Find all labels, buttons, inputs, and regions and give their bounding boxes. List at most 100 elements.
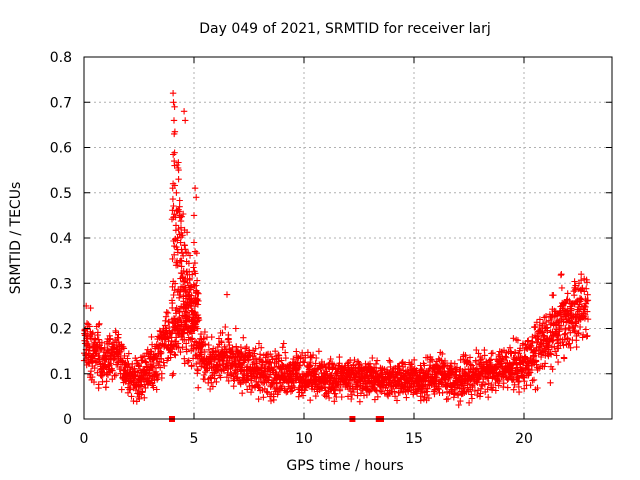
- data-point: [496, 377, 503, 385]
- data-point: [583, 333, 590, 340]
- data-point: [391, 393, 399, 400]
- data-point: [510, 386, 517, 393]
- data-point: [86, 359, 93, 366]
- data-point: [558, 284, 566, 292]
- data-point: [475, 350, 482, 357]
- data-point: [184, 358, 192, 366]
- data-point: [564, 290, 571, 297]
- data-point: [510, 371, 517, 378]
- data-point: [527, 382, 534, 389]
- data-point: [87, 304, 94, 312]
- data-point: [174, 207, 181, 215]
- data-point: [530, 376, 538, 384]
- data-point: [90, 378, 98, 386]
- data-point: [176, 212, 183, 219]
- data-point: [198, 363, 205, 370]
- data-point: [514, 337, 522, 344]
- data-point: [584, 297, 592, 304]
- data-point: [307, 397, 314, 404]
- data-point: [475, 374, 482, 382]
- data-point: [521, 378, 528, 385]
- data-point: [476, 393, 484, 400]
- data-point: [88, 331, 95, 338]
- data-point: [297, 353, 304, 361]
- data-point: [584, 291, 591, 298]
- data-point: [237, 381, 244, 388]
- data-point: [183, 309, 190, 316]
- data-point: [327, 355, 334, 363]
- data-point: [128, 393, 135, 400]
- data-point: [411, 356, 418, 364]
- data-point: [292, 370, 299, 377]
- data-point: [246, 349, 253, 356]
- data-point: [547, 351, 555, 358]
- data-point: [451, 360, 458, 367]
- data-point: [135, 386, 142, 394]
- data-point: [570, 327, 578, 334]
- data-point: [202, 340, 209, 348]
- data-point: [332, 390, 339, 397]
- data-point: [567, 329, 574, 336]
- data-point: [466, 354, 474, 361]
- data-point: [107, 335, 114, 342]
- data-point: [213, 378, 220, 386]
- data-point: [223, 374, 231, 381]
- data-point: [264, 389, 271, 396]
- data-point: [444, 395, 452, 402]
- data-point: [457, 397, 464, 405]
- data-point: [195, 384, 202, 391]
- data-point: [170, 99, 177, 106]
- data-point: [187, 336, 194, 343]
- data-point: [433, 374, 440, 381]
- data-point: [190, 264, 197, 271]
- data-point: [567, 344, 574, 351]
- data-point: [255, 395, 262, 403]
- data-point: [177, 348, 184, 356]
- x-axis-label: GPS time / hours: [286, 458, 403, 474]
- data-point: [243, 343, 250, 351]
- data-point: [191, 185, 199, 192]
- data-point: [180, 267, 187, 275]
- data-point: [193, 360, 200, 368]
- data-point: [443, 388, 451, 396]
- data-point: [508, 350, 515, 357]
- data-point: [232, 370, 240, 378]
- data-point: [191, 248, 199, 255]
- data-point: [307, 362, 315, 369]
- data-point: [492, 387, 499, 394]
- data-point: [479, 382, 486, 390]
- data-point: [528, 366, 536, 374]
- data-point: [171, 103, 178, 110]
- data-point: [170, 202, 177, 210]
- x-tick-labels: 0 5 10 15 20: [80, 431, 533, 447]
- data-point: [331, 398, 338, 405]
- data-point: [514, 364, 521, 371]
- data-point: [404, 388, 412, 395]
- data-point: [541, 360, 549, 367]
- data-point: [258, 344, 265, 351]
- data-point: [578, 271, 585, 278]
- data-point: [568, 306, 575, 314]
- data-point: [188, 362, 195, 369]
- data-point: [195, 316, 203, 324]
- data-point: [481, 352, 488, 359]
- data-point: [366, 388, 373, 395]
- data-point: [182, 117, 189, 124]
- data-point: [189, 271, 196, 278]
- data-point: [263, 388, 270, 395]
- data-point: [554, 358, 562, 366]
- data-point: [326, 365, 333, 372]
- data-point: [117, 363, 125, 371]
- data-point: [200, 371, 208, 379]
- data-point: [584, 316, 592, 323]
- data-point: [510, 335, 517, 342]
- data-point: [576, 308, 583, 315]
- data-point: [558, 271, 565, 278]
- data-point: [157, 364, 164, 371]
- data-point: [180, 252, 187, 259]
- data-point: [462, 352, 469, 359]
- data-point: [534, 384, 541, 392]
- data-point: [573, 343, 580, 351]
- data-point: [268, 353, 275, 360]
- data-point: [151, 377, 158, 384]
